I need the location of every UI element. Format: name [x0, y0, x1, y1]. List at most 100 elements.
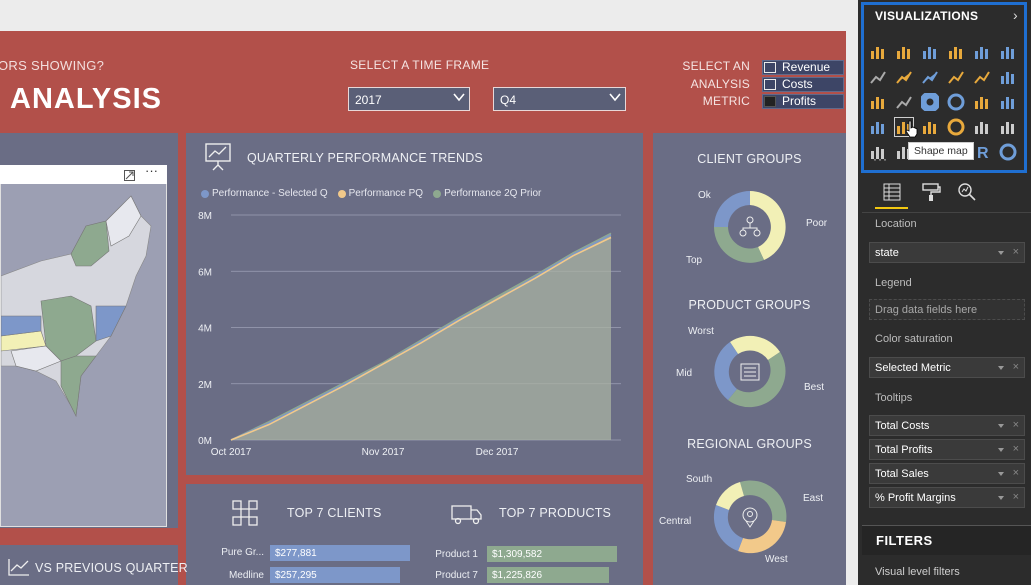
product-groups-donut[interactable] — [705, 327, 795, 417]
remove-field-icon[interactable]: × — [1012, 246, 1019, 258]
line-clustered-icon[interactable] — [973, 68, 991, 86]
treemap-icon[interactable] — [973, 93, 991, 111]
format-paint-roller-icon[interactable] — [921, 182, 941, 202]
trend-title: QUARTERLY PERFORMANCE TRENDS — [247, 151, 483, 165]
remove-field-icon[interactable]: × — [1012, 361, 1019, 373]
donut-label: Mid — [676, 368, 693, 379]
globe-icon[interactable] — [999, 143, 1017, 161]
tooltips-well-label: Tooltips — [875, 392, 913, 404]
checkbox[interactable] — [764, 62, 776, 73]
client-value-bar[interactable]: $257,295 — [270, 567, 401, 583]
regional-groups-donut[interactable] — [705, 472, 795, 572]
r-visual-icon[interactable]: R — [973, 143, 991, 162]
filters-title: FILTERS — [876, 533, 933, 548]
legend-item[interactable]: Performance PQ — [337, 188, 423, 199]
stacked-bar-icon[interactable] — [869, 43, 887, 61]
funnel-icon[interactable] — [921, 118, 939, 136]
dropdown-caret-icon[interactable] — [998, 472, 1004, 476]
metric-option-costs[interactable]: Costs — [762, 77, 844, 92]
dropdown-caret-icon[interactable] — [998, 448, 1004, 452]
dropdown-caret-icon[interactable] — [998, 424, 1004, 428]
delivery-truck-icon — [451, 502, 483, 531]
donut-label: Central — [659, 516, 692, 527]
ribbon-chart-icon[interactable] — [999, 68, 1017, 86]
filled-map-icon[interactable] — [869, 118, 887, 136]
remove-field-icon[interactable]: × — [1012, 491, 1019, 503]
product-row-label: Product 1 — [435, 549, 478, 560]
donut-chart-icon[interactable] — [947, 93, 965, 111]
pie-chart-icon[interactable] — [919, 91, 941, 113]
area-chart-icon[interactable] — [895, 68, 913, 86]
legend-field-well[interactable]: Drag data fields here — [869, 299, 1025, 320]
product-groups-title: PRODUCT GROUPS — [688, 298, 811, 312]
100-bar-icon[interactable] — [973, 43, 991, 61]
header-question: ORS SHOWING? — [0, 58, 105, 73]
filters-header — [862, 525, 1031, 555]
dropdown-caret-icon[interactable] — [998, 251, 1004, 255]
year-dropdown[interactable]: 2017 — [348, 87, 470, 111]
tooltip-field-well[interactable]: Total Sales × — [869, 463, 1025, 484]
legend-item[interactable]: Performance 2Q Prior — [433, 188, 541, 199]
svg-text:R: R — [977, 145, 989, 161]
product-value-bar[interactable]: $1,309,582 — [487, 546, 617, 562]
client-value-bar[interactable]: $277,881 — [270, 545, 410, 561]
card-icon[interactable] — [973, 118, 991, 136]
legend-dot — [337, 189, 346, 198]
client-row-label: Pure Gr... — [221, 547, 264, 558]
active-tab-indicator — [875, 207, 908, 209]
remove-field-icon[interactable]: × — [1012, 467, 1019, 479]
us-map — [0, 195, 152, 418]
metric-option-revenue[interactable]: Revenue — [762, 60, 844, 75]
vs-previous-title: VS PREVIOUS QUARTER — [35, 561, 188, 575]
line-chart-icon[interactable] — [869, 68, 887, 86]
quarter-dropdown[interactable]: Q4 — [493, 87, 626, 111]
analytics-magnifier-icon[interactable] — [957, 182, 977, 202]
tooltip-field-well[interactable]: Total Costs × — [869, 415, 1025, 436]
legend-item[interactable]: Performance - Selected Q — [201, 188, 328, 199]
product-value-bar[interactable]: $1,225,826 — [487, 567, 610, 583]
shape-map-visual[interactable] — [0, 165, 167, 527]
time-frame-label: SELECT A TIME FRAME — [350, 58, 490, 72]
legend-well-label: Legend — [875, 277, 912, 289]
100-column-icon[interactable] — [999, 43, 1017, 61]
client-groups-donut[interactable] — [705, 182, 795, 272]
waterfall-icon[interactable] — [869, 93, 887, 111]
color-saturation-well[interactable]: Selected Metric × — [869, 357, 1025, 378]
chevron-right-icon[interactable]: › — [1013, 7, 1018, 23]
shape-map-icon[interactable] — [894, 117, 914, 137]
donut-label: Top — [686, 255, 703, 266]
checkbox-checked[interactable] — [764, 96, 776, 107]
more-options-icon[interactable]: ··· — [145, 163, 158, 178]
line-column-icon[interactable] — [947, 68, 965, 86]
clustered-column-icon[interactable] — [947, 43, 965, 61]
metric-option-profits[interactable]: Profits — [762, 94, 844, 109]
dropdown-caret-icon[interactable] — [998, 496, 1004, 500]
quarter-value: Q4 — [500, 93, 517, 107]
stacked-column-icon[interactable] — [895, 43, 913, 61]
y-tick-label: 4M — [198, 324, 212, 335]
kpi-icon[interactable] — [869, 143, 887, 161]
clustered-bar-icon[interactable] — [921, 43, 939, 61]
groups-panel — [653, 133, 846, 585]
tooltip-field-well[interactable]: % Profit Margins × — [869, 487, 1025, 508]
focus-mode-icon[interactable] — [124, 168, 135, 181]
tooltip-field-well[interactable]: Total Profits × — [869, 439, 1025, 460]
checkbox[interactable] — [764, 79, 776, 90]
remove-field-icon[interactable]: × — [1012, 443, 1019, 455]
location-well-label: Location — [875, 218, 917, 230]
multirow-card-icon[interactable] — [999, 118, 1017, 136]
gauge-icon[interactable] — [947, 118, 965, 136]
dropdown-caret-icon[interactable] — [998, 366, 1004, 370]
trend-area-chart[interactable]: 0M 2M 4M 6M 8M Oct 2017 Nov 2017 Dec 2017 — [186, 200, 643, 465]
scatter-icon[interactable] — [895, 93, 913, 111]
stacked-area-icon[interactable] — [921, 68, 939, 86]
donut-label: West — [765, 554, 788, 565]
fields-tab-icon[interactable] — [882, 182, 902, 202]
more-visuals-icon[interactable]: ··· — [873, 152, 888, 166]
divider — [862, 212, 1031, 213]
map-icon[interactable] — [999, 93, 1017, 111]
location-field-well[interactable]: state × — [869, 242, 1025, 263]
visual-level-filters-label: Visual level filters — [875, 566, 960, 578]
remove-field-icon[interactable]: × — [1012, 419, 1019, 431]
x-tick-label: Oct 2017 — [211, 447, 252, 458]
